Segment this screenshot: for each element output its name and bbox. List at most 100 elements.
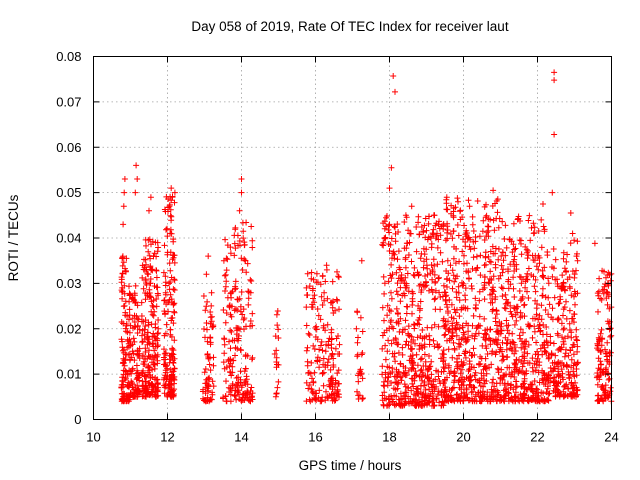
data-point <box>523 368 530 374</box>
data-point <box>419 327 426 333</box>
data-point <box>388 340 395 347</box>
data-point <box>492 293 499 300</box>
data-point <box>604 301 611 308</box>
data-point <box>471 384 478 391</box>
data-point <box>594 342 601 349</box>
data-point <box>507 302 514 309</box>
data-point <box>471 333 478 340</box>
data-point <box>385 241 392 247</box>
data-point <box>464 260 470 267</box>
data-point <box>462 350 468 357</box>
data-point <box>486 335 493 342</box>
data-point <box>393 393 400 400</box>
data-point <box>141 264 148 271</box>
data-point <box>241 315 248 322</box>
data-point <box>551 378 558 384</box>
data-point <box>595 396 602 403</box>
data-point <box>557 293 564 300</box>
data-point <box>162 282 169 289</box>
data-point <box>319 347 326 354</box>
data-point <box>208 396 215 403</box>
data-point <box>533 339 540 346</box>
data-point <box>123 351 130 358</box>
data-point <box>414 334 421 341</box>
data-point <box>314 357 321 364</box>
data-point <box>402 341 409 348</box>
data-point <box>530 388 536 395</box>
data-point <box>332 397 339 404</box>
data-point <box>202 397 208 403</box>
data-point <box>121 390 128 397</box>
data-point <box>408 387 415 394</box>
data-point <box>596 275 603 282</box>
data-point <box>437 294 444 300</box>
data-point <box>568 393 575 400</box>
data-point <box>417 281 424 288</box>
data-point <box>521 313 528 320</box>
data-point <box>431 296 438 303</box>
data-point <box>539 292 546 299</box>
data-point <box>471 372 478 379</box>
data-point <box>336 306 342 313</box>
data-point <box>431 271 438 278</box>
data-point <box>511 304 517 311</box>
data-point <box>169 371 175 378</box>
data-point <box>303 322 310 329</box>
data-point <box>154 239 161 246</box>
data-point <box>309 388 316 395</box>
data-point <box>549 367 556 374</box>
data-point <box>431 321 438 328</box>
data-point <box>394 256 401 263</box>
data-point <box>146 367 153 374</box>
data-point <box>396 400 403 407</box>
data-point <box>128 354 135 361</box>
data-point <box>414 320 421 327</box>
data-point <box>320 322 327 329</box>
data-point <box>545 280 552 287</box>
data-point <box>220 359 227 366</box>
data-point <box>512 393 519 400</box>
data-point <box>167 279 174 285</box>
data-point <box>504 327 511 334</box>
data-point <box>440 402 447 409</box>
data-point <box>408 258 415 265</box>
data-point <box>450 212 457 219</box>
data-point <box>524 248 531 254</box>
data-point <box>546 372 552 379</box>
data-point <box>475 361 482 368</box>
outlier-point <box>492 200 498 207</box>
data-point <box>274 322 281 329</box>
data-point <box>428 371 435 378</box>
data-point <box>547 333 554 340</box>
outlier-point <box>392 88 398 95</box>
outlier-point <box>430 212 437 219</box>
data-point <box>311 395 318 402</box>
data-point <box>602 382 609 389</box>
data-point <box>525 295 532 301</box>
data-point <box>395 248 402 255</box>
data-point <box>393 379 400 386</box>
data-point <box>167 267 174 274</box>
data-point <box>221 350 228 357</box>
data-point <box>449 354 456 361</box>
data-point <box>148 321 155 328</box>
outlier-point <box>386 185 393 192</box>
data-point <box>534 386 540 393</box>
outlier-point <box>388 164 395 171</box>
data-point <box>316 387 323 394</box>
data-point <box>605 370 612 377</box>
data-point <box>308 359 315 366</box>
data-point <box>543 377 550 384</box>
data-point <box>494 322 500 329</box>
outlier-point <box>134 176 141 182</box>
data-point <box>502 252 509 259</box>
data-point <box>381 329 388 336</box>
data-point <box>574 348 581 355</box>
data-point <box>245 295 252 302</box>
data-point <box>161 332 168 339</box>
data-point <box>405 323 412 330</box>
y-axis-label: ROTI / TECUs <box>6 194 21 281</box>
data-point <box>422 386 429 393</box>
data-point <box>533 367 539 374</box>
data-point <box>452 275 459 282</box>
